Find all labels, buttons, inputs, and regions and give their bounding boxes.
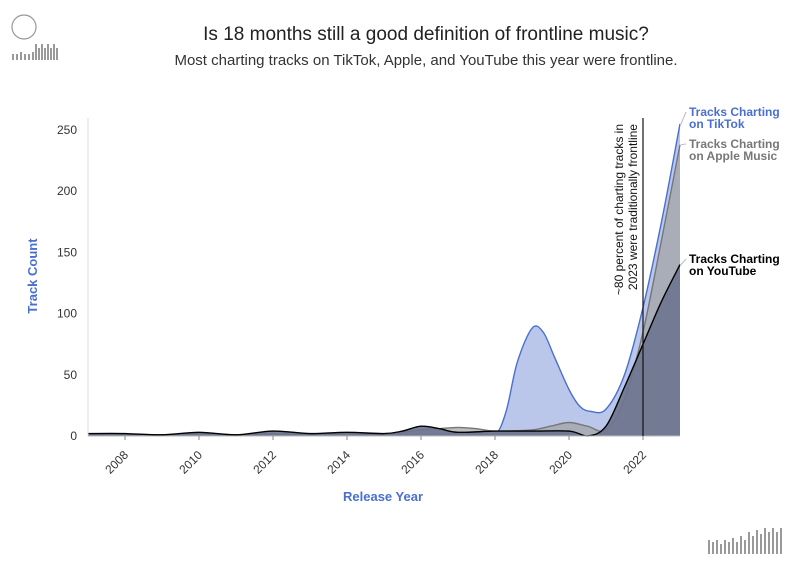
logo-top-left	[10, 14, 58, 66]
series-label-leader	[680, 143, 687, 146]
series-label-tiktok: Tracks Charting	[689, 105, 780, 119]
line-tiktok	[88, 123, 681, 437]
chart-subtitle: Most charting tracks on TikTok, Apple, a…	[174, 52, 678, 69]
x-tick-label: 2010	[176, 448, 205, 477]
x-tick-label: 2012	[250, 448, 279, 477]
series-label-leader	[680, 258, 687, 265]
series-label-apple: Tracks Charting	[689, 137, 780, 151]
x-tick-label: 2018	[472, 448, 501, 477]
x-axis-label: Release Year	[343, 489, 423, 504]
x-axis: 2008 2010 2012 2014 2016 2018 2020 2022	[88, 435, 680, 477]
series-areas	[87, 123, 681, 437]
area-apple	[88, 144, 680, 436]
y-tick-label: 200	[57, 184, 77, 198]
x-tick-label: 2022	[620, 448, 649, 477]
annotation-group: ~80 percent of charting tracks in 2023 we…	[612, 118, 644, 436]
y-tick-label: 0	[70, 429, 77, 443]
x-tick-label: 2020	[546, 448, 575, 477]
annotation-text: ~80 percent of charting tracks in	[612, 124, 626, 295]
series-label-youtube: on YouTube	[689, 264, 757, 278]
y-axis: 0 50 100 150 200 250	[57, 118, 89, 443]
y-tick-label: 150	[57, 245, 77, 259]
series-label-leader	[680, 111, 687, 125]
y-tick-label: 100	[57, 307, 77, 321]
area-tiktok	[88, 123, 680, 437]
y-axis-label: Track Count	[25, 238, 40, 314]
area-youtube	[88, 264, 680, 436]
logo-bottom-right	[706, 526, 786, 558]
y-tick-label: 250	[57, 123, 77, 137]
series-label-youtube: Tracks Charting	[689, 252, 780, 266]
x-tick-label: 2008	[102, 448, 131, 477]
annotation-text: 2023 were traditionally frontline	[626, 124, 640, 290]
line-youtube	[87, 264, 681, 437]
series-label-apple: on Apple Music	[689, 149, 778, 163]
chart-title: Is 18 months still a good definition of …	[203, 24, 649, 45]
y-tick-label: 50	[64, 368, 78, 382]
x-tick-label: 2016	[398, 448, 427, 477]
x-tick-label: 2014	[324, 448, 353, 477]
line-apple	[88, 144, 681, 436]
series-label-tiktok: on TikTok	[689, 117, 745, 131]
